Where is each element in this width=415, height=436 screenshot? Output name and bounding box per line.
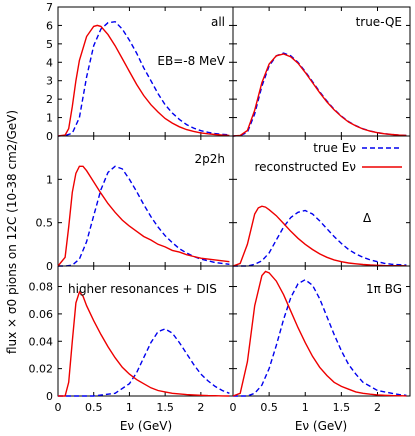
x-tick-label: 1 (126, 401, 133, 414)
panel-label: true-QE (356, 15, 402, 29)
series-reconstructed-line (58, 290, 230, 397)
y-tick-label: 3 (46, 75, 53, 88)
x-tick-label: 0.5 (260, 401, 278, 414)
x-tick-label: 1.5 (156, 401, 174, 414)
y-tick-label: 0.06 (29, 308, 54, 321)
y-tick-label: 0 (46, 130, 53, 143)
y-tick-label: 6 (46, 19, 53, 32)
series-reconstructed-line (232, 205, 407, 267)
x-tick-label: 0 (55, 401, 62, 414)
series-reconstructed-line (232, 270, 407, 397)
x-tick-label: 2 (374, 401, 381, 414)
series-reconstructed-line (57, 165, 230, 267)
legend-label-true: true Eν (313, 141, 356, 155)
y-tick-label: 1 (46, 112, 53, 125)
y-tick-label: 7 (46, 1, 53, 14)
x-tick-label: 0.5 (85, 401, 103, 414)
x-axis-title-left: Eν (GeV) (120, 419, 172, 433)
series-true-line (57, 20, 230, 137)
x-tick-label: 2 (197, 401, 204, 414)
y-tick-label: 0.04 (29, 335, 54, 348)
y-tick-label: 0.08 (29, 281, 54, 294)
legend: true Eν reconstructed Eν (255, 141, 402, 174)
y-tick-label: 0 (46, 390, 53, 403)
panel-true-qe: true-QE (232, 6, 411, 137)
series-true-line (233, 278, 407, 397)
y-tick-label: 2 (46, 93, 53, 106)
panel-all: 0 1 2 3 4 5 6 7 all EB=-8 MeV (46, 1, 234, 143)
y-tick-label: 4 (46, 56, 53, 69)
series-reconstructed-line (232, 53, 407, 137)
y-tick-label: 0.5 (36, 217, 54, 230)
y-axis-title: flux × σ0 pions on 12C (10-38 cm2/GeV) (5, 110, 19, 354)
x-tick-label: 1.5 (333, 401, 351, 414)
panels-layer: 0 1 2 3 4 5 6 7 all EB=-8 MeV true-QE 0 0.5 1 2p2h Δtru… (29, 1, 411, 414)
series-true-line (233, 209, 407, 267)
legend-label-reconstructed: reconstructed Eν (255, 160, 357, 174)
panel-label: 2p2h (195, 152, 226, 166)
y-tick-label: 1 (46, 173, 53, 186)
panel-2p2h: 0 0.5 1 2p2h (36, 135, 234, 273)
panel-label: higher resonances + DIS (68, 282, 217, 296)
x-tick-label: 0 (230, 401, 237, 414)
y-tick-label: 0.02 (29, 363, 54, 376)
y-tick-label: 0 (46, 260, 53, 273)
panel-frame (232, 135, 411, 267)
panel-frame (232, 265, 411, 397)
panel-frame (57, 6, 234, 137)
panel-label: all (211, 15, 225, 29)
binding-energy-label: EB=-8 MeV (157, 54, 225, 68)
x-tick-label: 1 (302, 401, 309, 414)
x-axis-title-right: Eν (GeV) (295, 419, 347, 433)
panel-label: 1π BG (366, 282, 402, 296)
panel-higher-res-dis: 0 0.02 0.04 0.06 0.08 0 0.5 1 1.5 2 higher resonan… (29, 265, 234, 414)
series-true-line (58, 328, 230, 397)
series-reconstructed-line (57, 24, 230, 137)
y-tick-label: 5 (46, 38, 53, 51)
panel-label: Δ (363, 211, 372, 225)
series-true-line (58, 165, 230, 267)
panel-1pi-bg: 0 0.5 1 1.5 2 1π BG (230, 265, 411, 414)
